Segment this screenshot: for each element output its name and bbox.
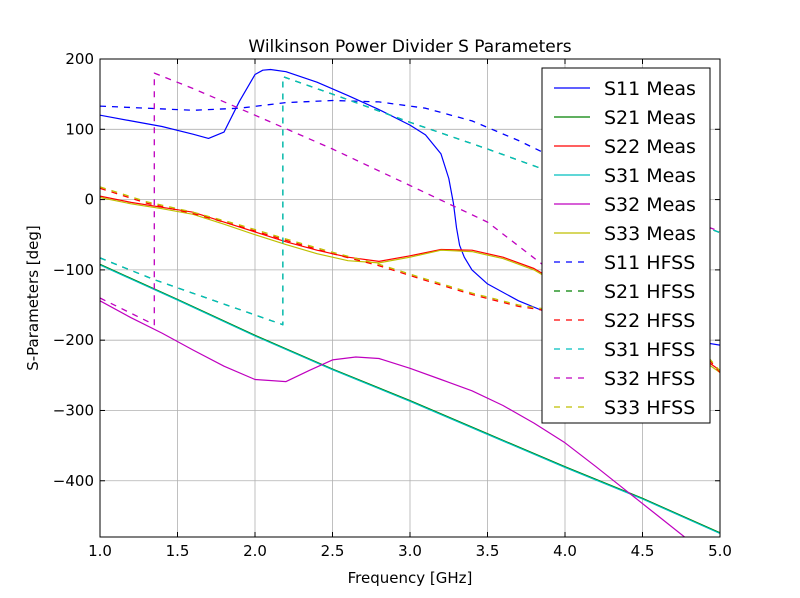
- x-axis-label: Frequency [GHz]: [348, 569, 473, 587]
- legend-label: S33 Meas: [604, 223, 696, 245]
- x-tick-label: 5.0: [708, 542, 732, 560]
- x-tick-label: 4.0: [553, 542, 577, 560]
- legend-label: S11 HFSS: [604, 252, 695, 274]
- legend-label: S31 HFSS: [604, 339, 695, 361]
- x-tick-label: 1.5: [166, 542, 190, 560]
- legend-label: S21 HFSS: [604, 281, 695, 303]
- chart-title: Wilkinson Power Divider S Parameters: [248, 37, 571, 57]
- x-tick-label: 4.5: [631, 542, 655, 560]
- y-tick-label: −200: [53, 331, 94, 349]
- y-tick-label: 0: [84, 191, 94, 209]
- x-tick-label: 3.0: [398, 542, 422, 560]
- series-s21-meas: [100, 263, 720, 534]
- x-tick-label: 2.5: [321, 542, 345, 560]
- series-s31-meas: [100, 264, 720, 535]
- legend-label: S33 HFSS: [604, 397, 695, 419]
- legend-box: [541, 67, 711, 424]
- y-tick-label: −400: [53, 472, 94, 490]
- legend-label: S32 HFSS: [604, 368, 695, 390]
- y-axis-label: S-Parameters [deg]: [24, 225, 42, 371]
- series-s22-hfss: [100, 187, 720, 373]
- legend-label: S32 Meas: [604, 194, 696, 216]
- legend-label: S11 Meas: [604, 78, 696, 100]
- y-tick-label: 100: [65, 120, 94, 138]
- series-s11-hfss: [100, 99, 705, 288]
- legend-label: S31 Meas: [604, 165, 696, 187]
- ticks: 1.0 1.5 2.0 2.5 3.0 3.5 4.0 4.5 5.0 200 100 0 −100 −2…: [53, 50, 732, 560]
- x-tick-label: 2.0: [243, 542, 267, 560]
- legend-label: S22 HFSS: [604, 310, 695, 332]
- y-tick-label: 200: [65, 50, 94, 68]
- x-tick-label: 1.0: [88, 542, 112, 560]
- legend: S11 Meas S21 Meas S22 Meas S31 Meas S32 Meas…: [541, 67, 711, 424]
- series-s11-meas: [100, 68, 720, 346]
- series-s32-meas: [100, 300, 686, 537]
- y-tick-label: −100: [53, 261, 94, 279]
- series-s33-hfss: [100, 186, 720, 372]
- legend-label: S22 Meas: [604, 136, 696, 158]
- legend-label: S21 Meas: [604, 107, 696, 129]
- series-s32-hfss: [100, 72, 720, 326]
- x-tick-label: 3.5: [476, 542, 500, 560]
- y-tick-label: −300: [53, 401, 94, 419]
